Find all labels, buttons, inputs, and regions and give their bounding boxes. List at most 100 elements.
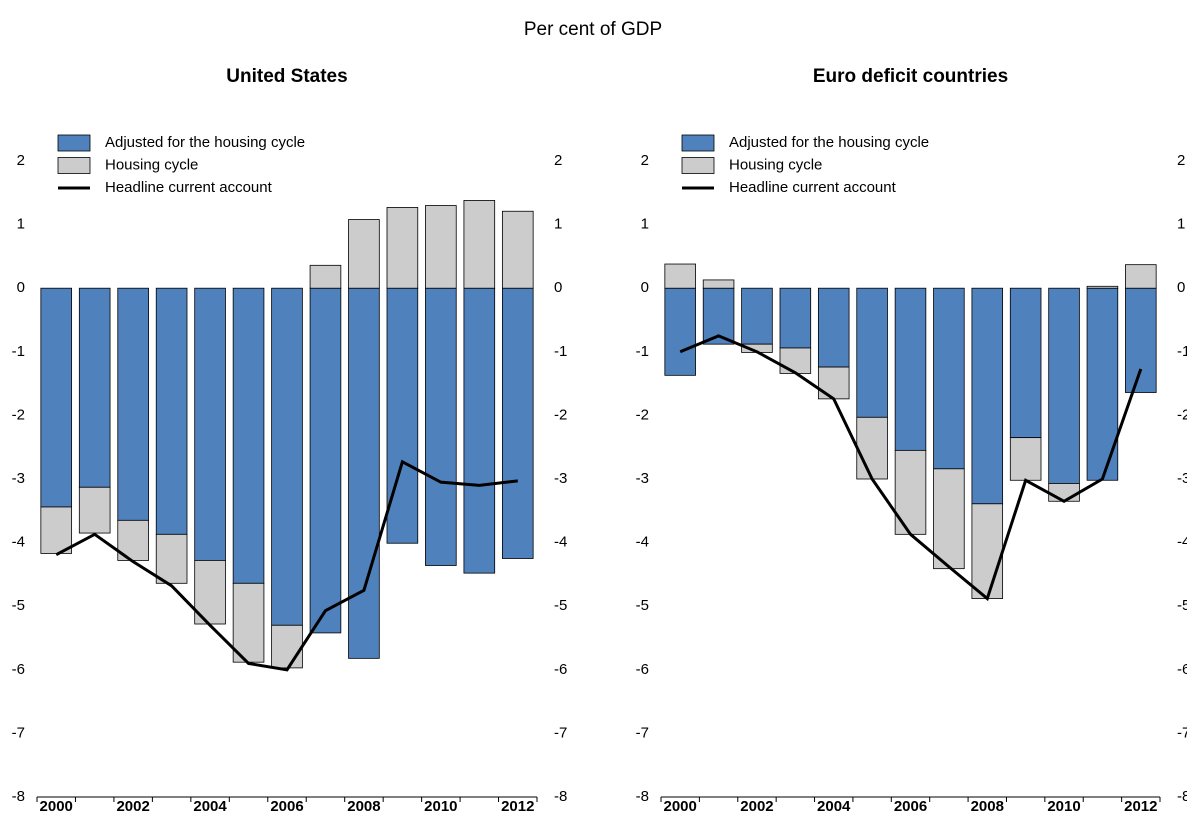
legend-label: Housing cycle [105,156,198,173]
y-tick-label: -8 [636,788,649,805]
y-tick-label: -6 [12,661,25,678]
legend-swatch [57,157,91,174]
y2-tick-label: -2 [1177,406,1187,423]
bar [194,287,226,561]
y2-tick-label: -2 [554,406,567,423]
y-tick-label: -3 [636,470,649,487]
legend-swatch [57,134,91,152]
bar [425,205,457,289]
legend-label: Adjusted for the housing cycle [105,134,305,151]
bar [1048,483,1080,502]
x-tick-label: 2000 [40,798,73,815]
y-tick-label: -4 [636,534,649,551]
x-tick-label: 2010 [1047,798,1080,815]
y2-tick-label: 2 [1177,152,1185,169]
bar [971,503,1004,599]
y2-tick-label: -7 [1177,724,1187,741]
bar [1009,437,1042,481]
x-tick-label: 2008 [971,798,1004,815]
y-tick-label: 1 [17,216,25,233]
bar [779,287,812,349]
bar [1125,287,1157,393]
bar [933,287,965,470]
y-tick-label: 0 [641,279,649,296]
y2-tick-label: 1 [554,216,562,233]
x-tick-label: 2000 [664,798,697,815]
x-tick-label: 2006 [270,798,303,815]
y2-tick-label: 2 [554,152,562,169]
bar [817,287,850,368]
bar [271,624,303,669]
bar [155,287,188,535]
y-tick-label: 1 [641,216,649,233]
y2-tick-label: 1 [1177,216,1185,233]
y-tick-label: 0 [17,279,25,296]
bar [971,287,1004,505]
y2-tick-label: -1 [1177,343,1187,360]
bar [779,347,812,374]
legend-label: Headline current account [105,179,273,196]
bar [501,287,534,559]
chart-title: United States [226,66,347,87]
x-tick-label: 2004 [193,798,227,815]
y2-tick-label: -4 [554,534,567,551]
bar [741,287,773,345]
y2-tick-label: -8 [1177,788,1187,805]
bar [817,366,850,400]
bar [856,416,888,480]
bar [386,207,419,289]
y2-tick-label: -1 [554,343,567,360]
bar [1048,287,1080,484]
legend-label: Headline current account [729,179,897,196]
y-tick-label: 2 [17,152,25,169]
bar [463,200,496,289]
x-tick-label: 2006 [894,798,927,815]
y-tick-label: -7 [12,724,25,741]
x-tick-label: 2012 [501,798,534,815]
y2-tick-label: -6 [554,661,567,678]
y-tick-label: -5 [636,597,649,614]
bar [894,287,927,451]
line [679,334,1143,602]
bar [894,449,927,535]
bar [463,287,496,574]
y2-tick-label: -7 [554,724,567,741]
bar [78,486,111,534]
bar [309,287,342,634]
bar [232,582,265,663]
bar [78,287,111,488]
chart-title: Euro deficit countries [813,66,1008,87]
bar [702,279,735,289]
y2-tick-label: 0 [1177,279,1185,296]
legend-swatch [681,157,715,174]
bar [40,287,73,508]
bar [155,533,188,584]
y-tick-label: -3 [12,470,25,487]
bar [664,263,696,289]
bar [1125,264,1157,289]
x-tick-label: 2008 [347,798,380,815]
main-title: Per cent of GDP [524,19,662,40]
y-tick-label: -4 [12,534,25,551]
bar [271,287,303,626]
y2-tick-label: 0 [554,279,562,296]
bar [501,210,534,289]
bar [348,287,380,659]
y2-tick-label: -3 [554,470,567,487]
y-tick-label: -6 [636,661,649,678]
bar [1086,285,1119,289]
legend-label: Housing cycle [729,156,822,173]
y-tick-label: -2 [12,406,25,423]
x-tick-label: 2010 [424,798,457,815]
bar [40,506,73,554]
bar [309,264,342,289]
y-tick-label: -1 [636,343,649,360]
line [55,459,518,672]
x-tick-label: 2004 [817,798,851,815]
y-tick-label: -5 [12,597,25,614]
bar [232,287,265,584]
y2-tick-label: -3 [1177,470,1187,487]
y-tick-label: -2 [636,406,649,423]
y2-tick-label: -8 [554,788,567,805]
